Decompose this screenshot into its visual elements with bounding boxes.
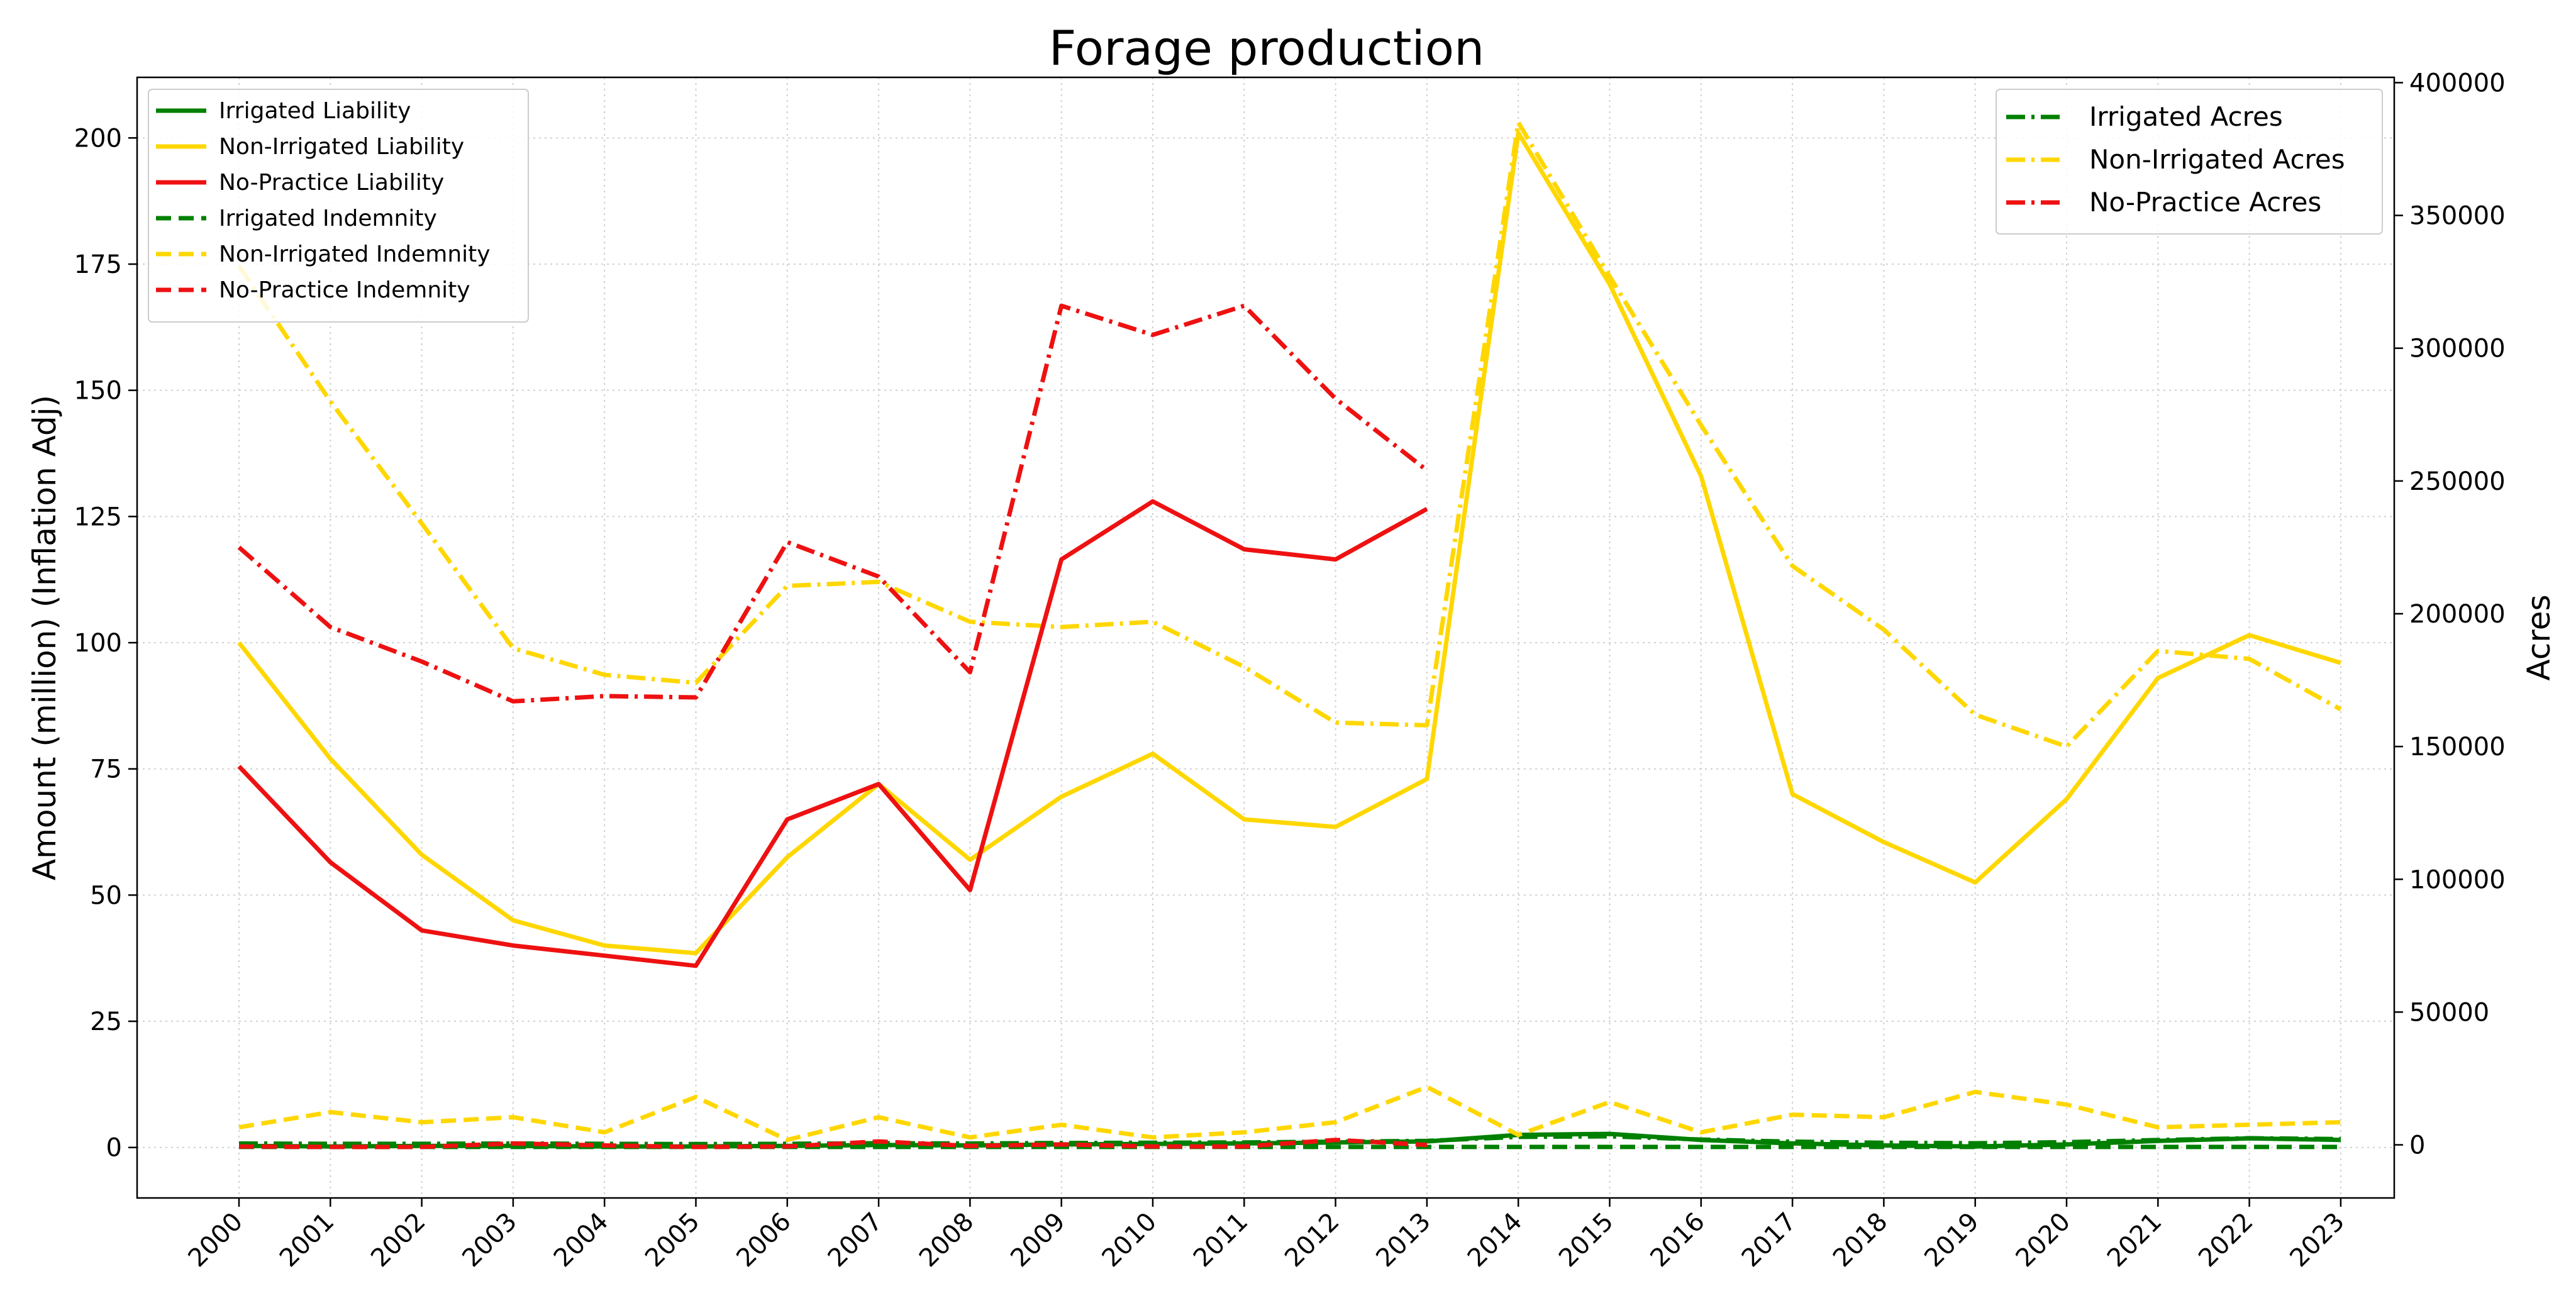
legend-right-box [1996, 89, 2383, 235]
y-tick-label-125: 125 [74, 502, 122, 531]
legend-label-irrigated-liability: Irrigated Liability [219, 98, 411, 124]
y2-tick-label-50000: 50000 [2409, 998, 2489, 1027]
plot-frame [136, 76, 2396, 1199]
series-line-non-irrigated-acres [237, 120, 2342, 749]
legend-label-irrigated-acres: Irrigated Acres [2089, 101, 2283, 132]
y-tick-label-175: 175 [74, 250, 122, 279]
y2-tick-label-100000: 100000 [2409, 865, 2506, 894]
legend-label-irrigated-indemnity: Irrigated Indemnity [219, 206, 437, 231]
y-axis-title: Amount (million) (Inflation Adj) [26, 395, 63, 880]
y-tick-label-0: 0 [106, 1134, 122, 1163]
y2-tick-label-300000: 300000 [2409, 335, 2506, 363]
y2-tick-label-350000: 350000 [2409, 202, 2506, 231]
legend-label-non-irrigated-acres: Non-Irrigated Acres [2089, 144, 2345, 175]
y-tick-label-50: 50 [90, 881, 122, 910]
series-line-no-practice-acres [237, 303, 1429, 704]
y2-axis-title: Acres [2521, 594, 2557, 680]
y-axis-right: 0 50000 100000 150000 200000 250000 300000 3500… [2394, 69, 2506, 1160]
y-tick-label-150: 150 [74, 377, 122, 406]
series-line-non-irrigated-indemnity [238, 1084, 2341, 1143]
y2-tick-label-150000: 150000 [2409, 733, 2506, 762]
series-line-no-practice-liability [237, 499, 1428, 968]
chart-title: Forage production [1049, 20, 1485, 76]
y-axis-left: 0 25 50 75 100 125 150 175 200 [74, 124, 137, 1163]
legend-label-no-practice-acres: No-Practice Acres [2089, 187, 2321, 218]
series-line-no-practice-indemnity [238, 1138, 1428, 1150]
legend-right: Irrigated Acres Non-Irrigated Acres No-Pra… [1996, 89, 2383, 235]
legend-left: Irrigated Liability Non-Irrigated Liabili… [148, 89, 529, 323]
series-layer [237, 120, 2342, 1150]
y-tick-label-75: 75 [90, 755, 122, 784]
y2-tick-label-400000: 400000 [2409, 69, 2506, 97]
y-tick-label-100: 100 [74, 629, 122, 658]
y-tick-label-200: 200 [74, 124, 122, 153]
y2-tick-label-0: 0 [2409, 1131, 2425, 1160]
legend-label-non-irrigated-indemnity: Non-Irrigated Indemnity [219, 241, 491, 267]
legend-left-box [148, 89, 529, 323]
y-tick-label-25: 25 [90, 1007, 122, 1036]
y2-tick-label-200000: 200000 [2409, 600, 2506, 629]
legend-label-non-irrigated-liability: Non-Irrigated Liability [219, 134, 464, 160]
series-line-non-irrigated-liability [237, 130, 2341, 956]
y2-tick-label-250000: 250000 [2409, 467, 2506, 496]
legend-label-no-practice-liability: No-Practice Liability [219, 170, 444, 196]
legend-label-no-practice-indemnity: No-Practice Indemnity [219, 277, 470, 303]
